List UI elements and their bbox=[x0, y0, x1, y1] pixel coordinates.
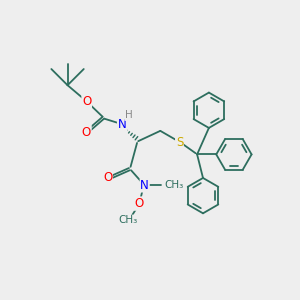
Text: H: H bbox=[125, 110, 133, 120]
Text: O: O bbox=[82, 125, 91, 139]
Text: O: O bbox=[103, 172, 112, 184]
Text: S: S bbox=[176, 136, 183, 149]
Text: CH₃: CH₃ bbox=[165, 180, 184, 190]
Text: CH₃: CH₃ bbox=[118, 215, 137, 225]
Text: N: N bbox=[118, 118, 126, 131]
Text: O: O bbox=[82, 95, 91, 108]
Text: O: O bbox=[134, 197, 143, 210]
Text: N: N bbox=[140, 179, 149, 192]
